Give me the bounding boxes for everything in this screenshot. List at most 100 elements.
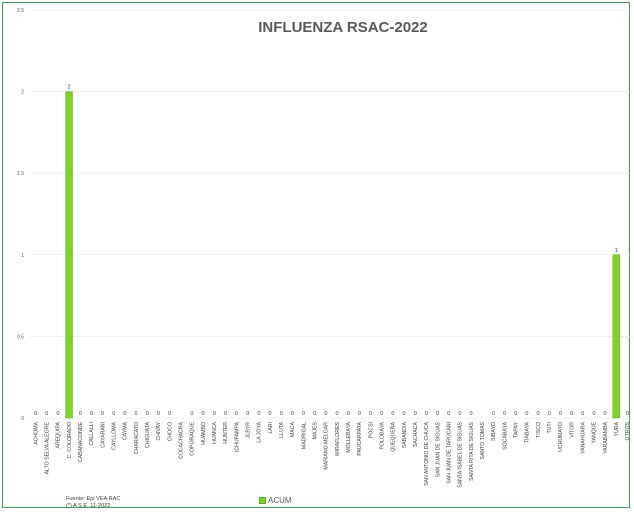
data-label: 0 (34, 411, 37, 417)
x-tick-label: POCSI (368, 422, 374, 438)
x-tick-label: SABANDIA (402, 421, 408, 448)
data-label: 0 (336, 411, 339, 417)
data-label: 0 (447, 411, 450, 417)
legend-label: ACUM (268, 496, 292, 505)
data-label: 0 (246, 411, 249, 417)
data-label: 0 (135, 411, 138, 417)
y-tick-label: 0 (21, 416, 24, 422)
x-tick-label: SANTA RITA DE SIGUAS (469, 421, 475, 480)
data-label: 0 (503, 411, 506, 417)
data-label: 0 (514, 411, 517, 417)
x-tick-label: QUEQUEÑA (390, 421, 397, 451)
y-axis-ticks: 0 0.5 1 1.5 2 2.5 (17, 8, 24, 422)
data-label: 0 (101, 411, 104, 417)
x-tick-label: SIBAYO (491, 422, 497, 441)
bar (65, 91, 73, 419)
legend: ACUM (259, 496, 292, 505)
x-tick-label: CHIVAY (156, 421, 162, 440)
y-tick-label: 2 (21, 90, 24, 96)
x-tick-label: SANTA ISABEL DE SIGUAS (458, 421, 464, 487)
data-labels: 0 0 0 2 0 0 0 0 0 0 0 0 0 0 0 0 0 0 0 0 0 0 0 0 0 0 0 0 0 0 0 0 0 0 0 0 0 0 0 0… (34, 85, 629, 417)
x-tick-label: COCACHACRA (179, 421, 185, 458)
x-tick-label: CAYARANI (100, 422, 106, 448)
data-label: 0 (570, 411, 573, 417)
x-tick-label: TISCO (536, 422, 542, 438)
data-label: 0 (436, 411, 439, 417)
data-label: 0 (492, 411, 495, 417)
x-tick-label: ICHUPAMPA (234, 421, 240, 452)
x-tick-label: SAN JUAN DE TARUCANI (447, 422, 453, 484)
data-label: 0 (391, 411, 394, 417)
data-label: 0 (414, 411, 417, 417)
x-tick-label: LARI (268, 422, 274, 434)
x-tick-label: SACHACA (413, 421, 419, 447)
data-label: 0 (157, 411, 160, 417)
x-tick-label: HUANCA (212, 421, 218, 443)
data-label: 0 (213, 411, 216, 417)
y-tick-label: 2.5 (17, 8, 24, 14)
data-label: 0 (302, 411, 305, 417)
x-tick-label: POLOBAYA (380, 421, 386, 449)
data-label: 0 (313, 411, 316, 417)
x-tick-label: TUTI (547, 422, 553, 434)
x-tick-label: ACHOMA (33, 421, 39, 444)
source-note: Fuente: Epi VEA RAC (*) A S.E. 11-2022 (66, 496, 120, 509)
data-label: 0 (112, 411, 115, 417)
data-label: 0 (548, 411, 551, 417)
data-label: 0 (123, 411, 126, 417)
x-tick-label: MAJES (313, 421, 319, 439)
data-label: 0 (269, 411, 272, 417)
data-label: 0 (559, 411, 562, 417)
x-tick-label: COPORAQUE (190, 421, 196, 455)
x-tick-label: JLBYR (246, 422, 252, 438)
data-label: 0 (358, 411, 361, 417)
data-label: 0 (470, 411, 473, 417)
bars (65, 91, 620, 419)
data-label: 0 (280, 411, 283, 417)
data-label: 0 (146, 411, 149, 417)
x-tick-label: CHIGUATA (145, 421, 151, 448)
x-tick-label: SAN ANTONIO DE CHUCA (424, 421, 430, 485)
x-tick-label: CALLALLI (89, 422, 95, 446)
x-tick-label: MOLLEBAYA (346, 421, 352, 452)
x-axis-labels: ACHOMA ALTO SELVA ALEGRE AREQUIPA C. COLORA… (33, 421, 631, 487)
x-tick-label: CHOCO (167, 422, 173, 441)
data-label: 0 (347, 411, 350, 417)
x-tick-label: TAPAY (514, 421, 520, 437)
y-tick-label: 1 (21, 253, 24, 259)
legend-swatch (259, 497, 266, 504)
x-tick-label: UCHUMAYO (558, 422, 564, 452)
data-label: 0 (403, 411, 406, 417)
x-tick-label: VITOR (569, 422, 575, 438)
x-tick-label: YURA (614, 421, 620, 436)
gridlines (30, 9, 633, 419)
y-tick-label: 0.5 (17, 334, 24, 340)
data-label: 2 (68, 85, 71, 91)
x-tick-label: TIABAYA (525, 421, 531, 443)
x-tick-label: CAYLLOMA (112, 421, 118, 449)
y-tick-label: 1.5 (17, 171, 24, 177)
data-label: 0 (458, 411, 461, 417)
bar (612, 254, 620, 419)
x-tick-label: CAYMA (123, 421, 129, 440)
data-label: 0 (224, 411, 227, 417)
source-text: Fuente: Epi VEA RAC (66, 496, 121, 502)
data-label: 0 (79, 411, 82, 417)
data-label: 0 (45, 411, 48, 417)
x-tick-label: PAUCARPATA (357, 421, 363, 455)
data-label: 0 (90, 411, 93, 417)
x-tick-label: YANAHUARA (581, 421, 587, 453)
data-label: 0 (190, 411, 193, 417)
data-label: 0 (56, 411, 59, 417)
data-label: 1 (615, 248, 618, 254)
x-tick-label: C. COLORADO (67, 422, 73, 458)
data-label: 0 (235, 411, 238, 417)
x-tick-label: CABANACONDE (78, 421, 84, 462)
x-tick-label: SANTO TOMAS (480, 421, 486, 459)
x-tick-label: HUNTER (223, 422, 229, 444)
data-label: 0 (425, 411, 428, 417)
x-tick-label: CHARACATO (134, 422, 140, 454)
data-label: 0 (257, 411, 260, 417)
data-label: 0 (537, 411, 540, 417)
